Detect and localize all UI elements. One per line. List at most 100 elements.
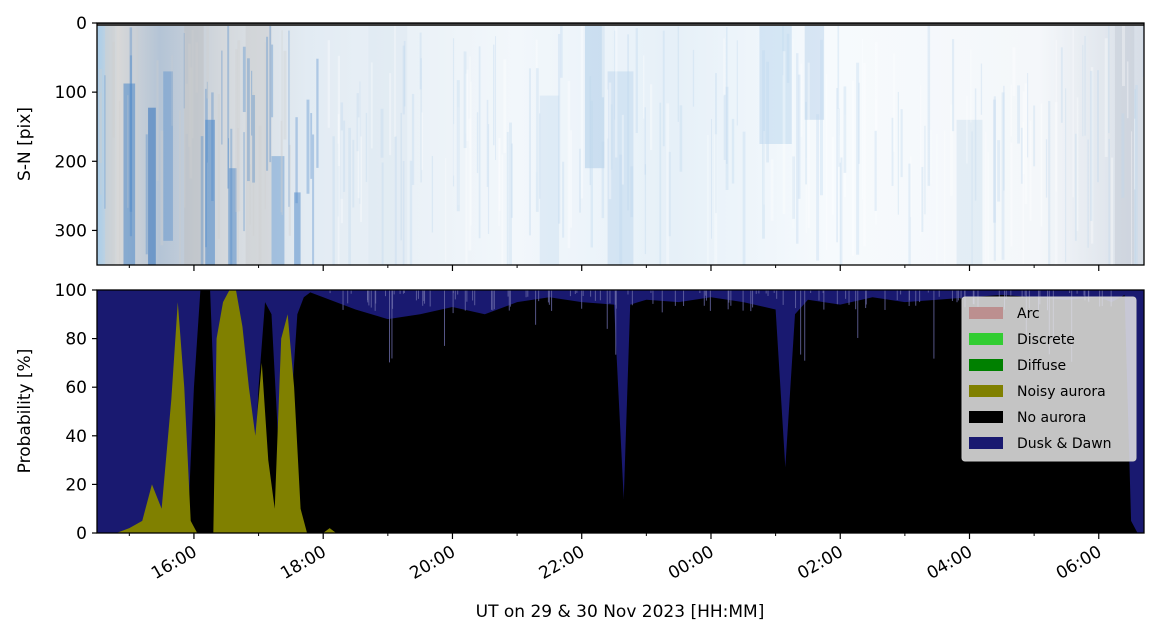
probability-frame bbox=[96, 289, 1145, 534]
keogram-streak bbox=[217, 94, 220, 239]
keogram-streak bbox=[1084, 35, 1086, 136]
keogram-streak bbox=[1072, 27, 1074, 198]
keogram-streak bbox=[1003, 85, 1005, 191]
keogram-streak bbox=[466, 69, 469, 142]
keogram-streak bbox=[129, 27, 133, 212]
keogram-streak bbox=[805, 157, 807, 234]
keogram-blob bbox=[584, 23, 605, 169]
keogram-streak bbox=[206, 25, 209, 99]
keogram-streak bbox=[1082, 44, 1084, 137]
keogram-streak bbox=[992, 99, 996, 223]
keogram-blob bbox=[123, 83, 136, 265]
keogram-streak bbox=[874, 130, 877, 211]
keogram-streak bbox=[557, 33, 561, 224]
keogram-streak bbox=[118, 100, 121, 265]
keogram-x-ticks bbox=[128, 265, 1100, 271]
keogram-streak bbox=[343, 120, 346, 192]
keogram-streak bbox=[468, 118, 472, 251]
keogram-streak bbox=[659, 102, 662, 265]
keogram-blob bbox=[184, 23, 204, 265]
keogram-streak bbox=[863, 63, 866, 247]
keogram-streak bbox=[679, 105, 683, 172]
keogram-streak bbox=[469, 56, 471, 148]
legend-label: Noisy aurora bbox=[1017, 384, 1106, 400]
keogram-streak bbox=[762, 50, 765, 239]
keogram-streak bbox=[825, 73, 828, 251]
keogram-streak bbox=[710, 118, 712, 239]
keogram-streak bbox=[227, 25, 230, 189]
keogram-streak bbox=[453, 124, 455, 176]
keogram-frame bbox=[96, 22, 1145, 266]
keogram-streak bbox=[858, 82, 860, 164]
keogram-streak bbox=[281, 30, 283, 216]
keogram-streak bbox=[510, 143, 513, 218]
probability-x-ticks: 16:00 18:00 20:00 22:00 00:00 02:00 04:00 06:00 bbox=[128, 533, 1105, 584]
x-axis-label: UT on 29 & 30 Nov 2023 [HH:MM] bbox=[476, 602, 765, 622]
keogram-streak bbox=[264, 42, 266, 210]
keogram-streak bbox=[506, 131, 509, 265]
keogram-streak bbox=[98, 68, 102, 163]
keogram-streak bbox=[782, 51, 786, 215]
keogram-streak bbox=[936, 133, 938, 265]
keogram-streak bbox=[1087, 139, 1089, 248]
keogram-streak bbox=[421, 112, 424, 170]
keogram-streak bbox=[419, 32, 422, 90]
keogram-streak bbox=[805, 101, 807, 185]
keogram-streak bbox=[610, 104, 613, 170]
keogram-streak bbox=[1121, 113, 1125, 198]
probability-x-tick-label: 02:00 bbox=[794, 542, 846, 584]
probability-areas bbox=[97, 290, 1144, 533]
keogram-streak bbox=[1089, 70, 1093, 222]
keogram-streak bbox=[463, 51, 467, 149]
keogram-streak bbox=[1076, 97, 1079, 232]
keogram-streak bbox=[921, 166, 924, 232]
keogram-streak bbox=[951, 39, 955, 132]
keogram-streak bbox=[465, 73, 467, 134]
legend-swatch bbox=[969, 333, 1003, 345]
keogram-streak bbox=[356, 93, 359, 152]
probability-y-tick-label: 40 bbox=[65, 427, 87, 447]
keogram-blob bbox=[759, 23, 792, 144]
keogram-y-ticks: 0 100 200 300 bbox=[55, 14, 97, 241]
keogram-streak bbox=[206, 81, 208, 163]
keogram-streak bbox=[966, 95, 968, 164]
keogram-streak bbox=[644, 164, 647, 255]
keogram-streak bbox=[394, 23, 396, 137]
keogram-streak bbox=[1024, 83, 1028, 205]
keogram-streak bbox=[394, 136, 397, 265]
probability-y-axis-label: Probability [%] bbox=[15, 349, 35, 474]
keogram-streak bbox=[1045, 139, 1048, 198]
keogram-blob bbox=[804, 23, 825, 120]
keogram-streak bbox=[601, 24, 605, 98]
keogram-streak bbox=[503, 59, 507, 153]
keogram-streak bbox=[839, 162, 841, 265]
keogram-streak bbox=[1048, 100, 1051, 265]
keogram-blob bbox=[245, 23, 272, 265]
keogram-streak bbox=[221, 50, 223, 145]
keogram-streak bbox=[1010, 142, 1013, 247]
legend-label: No aurora bbox=[1017, 410, 1086, 426]
keogram-streak bbox=[980, 63, 983, 115]
keogram-streak bbox=[200, 136, 204, 265]
keogram-streak bbox=[579, 148, 581, 213]
keogram-streak bbox=[1065, 88, 1067, 263]
legend-swatch bbox=[969, 385, 1003, 397]
keogram-y-tick-label: 300 bbox=[55, 221, 87, 241]
keogram-streak bbox=[927, 25, 931, 186]
keogram-streak bbox=[340, 130, 343, 224]
legend-label: Dusk & Dawn bbox=[1017, 436, 1112, 452]
keogram-streak bbox=[456, 80, 460, 212]
keogram-streak bbox=[900, 109, 903, 178]
keogram-streak bbox=[171, 55, 173, 126]
keogram-streak bbox=[237, 40, 241, 212]
keogram-streak bbox=[288, 30, 290, 207]
keogram-streak bbox=[838, 108, 840, 167]
keogram-streak bbox=[288, 144, 291, 236]
keogram-streak bbox=[156, 60, 159, 181]
keogram-streak bbox=[1029, 120, 1032, 221]
keogram-blob bbox=[956, 119, 983, 265]
keogram-streak bbox=[183, 32, 185, 109]
keogram-streak bbox=[295, 117, 298, 204]
keogram-streak bbox=[535, 68, 539, 212]
keogram-streak bbox=[538, 113, 541, 199]
